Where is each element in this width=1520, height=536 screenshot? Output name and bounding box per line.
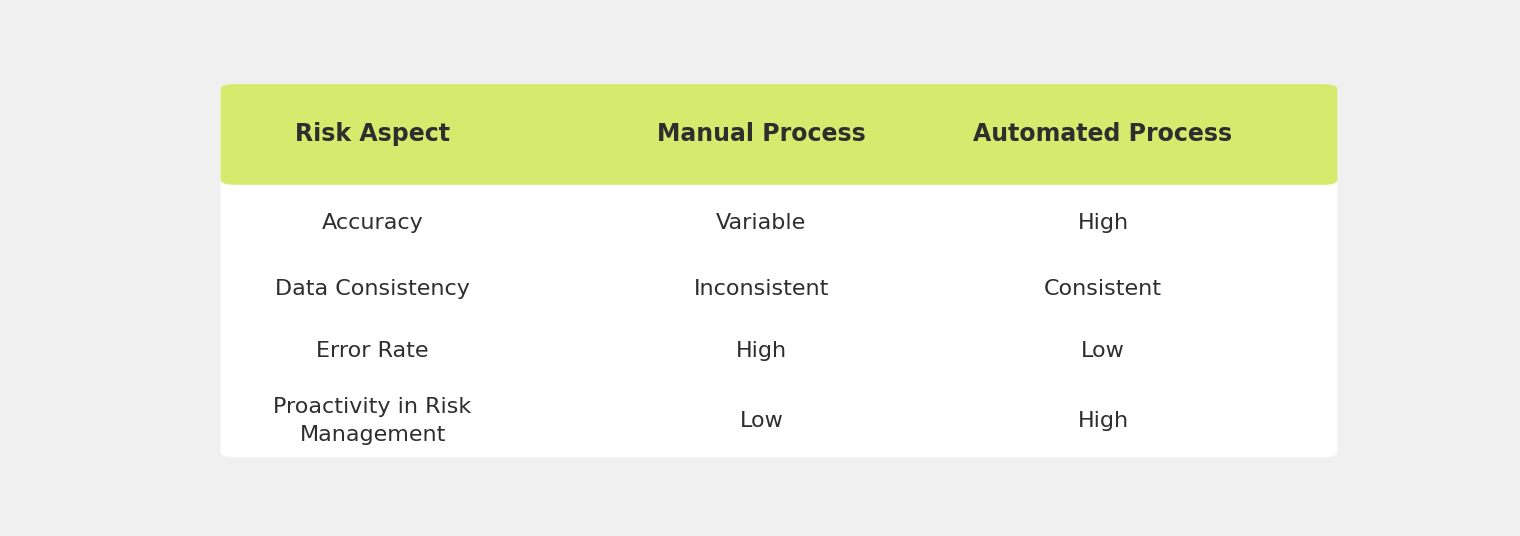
Text: Proactivity in Risk
Management: Proactivity in Risk Management xyxy=(274,397,471,445)
Polygon shape xyxy=(234,163,1324,180)
Text: High: High xyxy=(1078,411,1128,431)
Text: High: High xyxy=(1078,213,1128,233)
Text: Manual Process: Manual Process xyxy=(657,123,866,146)
Text: Low: Low xyxy=(1081,341,1125,361)
Text: Error Rate: Error Rate xyxy=(316,341,429,361)
Text: Variable: Variable xyxy=(716,213,807,233)
Text: Risk Aspect: Risk Aspect xyxy=(295,123,450,146)
Text: Low: Low xyxy=(739,411,783,431)
Text: Data Consistency: Data Consistency xyxy=(275,279,470,299)
Text: Accuracy: Accuracy xyxy=(322,213,424,233)
Text: High: High xyxy=(736,341,787,361)
Text: Consistent: Consistent xyxy=(1044,279,1161,299)
Text: Inconsistent: Inconsistent xyxy=(693,279,828,299)
Text: Automated Process: Automated Process xyxy=(973,123,1233,146)
FancyBboxPatch shape xyxy=(220,84,1338,185)
FancyBboxPatch shape xyxy=(220,84,1338,457)
